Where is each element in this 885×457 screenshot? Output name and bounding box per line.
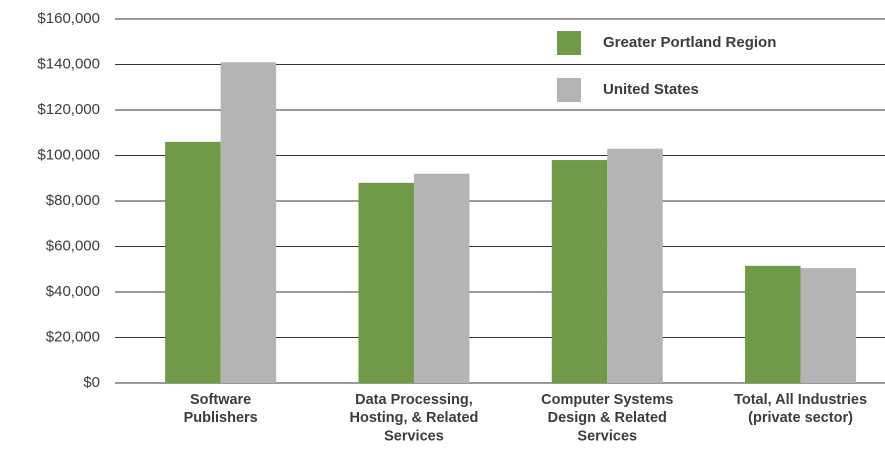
x-tick-label: Data Processing, Hosting, & Related Servic… — [349, 392, 478, 444]
bar — [413, 173, 470, 383]
legend-label: United States — [603, 81, 699, 98]
y-tick-label: $40,000 — [46, 283, 100, 300]
y-tick-label: $80,000 — [46, 192, 100, 209]
legend-swatch — [557, 78, 581, 102]
bar — [165, 141, 221, 383]
bar — [220, 62, 277, 383]
y-tick-label: $60,000 — [46, 237, 100, 254]
bar — [800, 268, 857, 383]
x-tick-label: Computer Systems Design & Related Services — [541, 392, 673, 444]
bar — [551, 160, 608, 383]
x-tick-label: Total, All Industries (private sector) — [734, 392, 867, 426]
y-tick-label: $0 — [83, 374, 100, 391]
bar — [745, 265, 801, 383]
legend-swatch — [557, 31, 581, 55]
y-tick-label: $20,000 — [46, 328, 100, 345]
y-tick-label: $120,000 — [37, 101, 100, 118]
bar — [607, 148, 663, 383]
y-tick-label: $160,000 — [37, 10, 100, 27]
legend-label: Greater Portland Region — [603, 34, 776, 51]
y-tick-label: $100,000 — [37, 146, 100, 163]
x-tick-label: Software Publishers — [184, 392, 258, 426]
y-tick-label: $140,000 — [37, 55, 100, 72]
bar — [358, 182, 414, 383]
